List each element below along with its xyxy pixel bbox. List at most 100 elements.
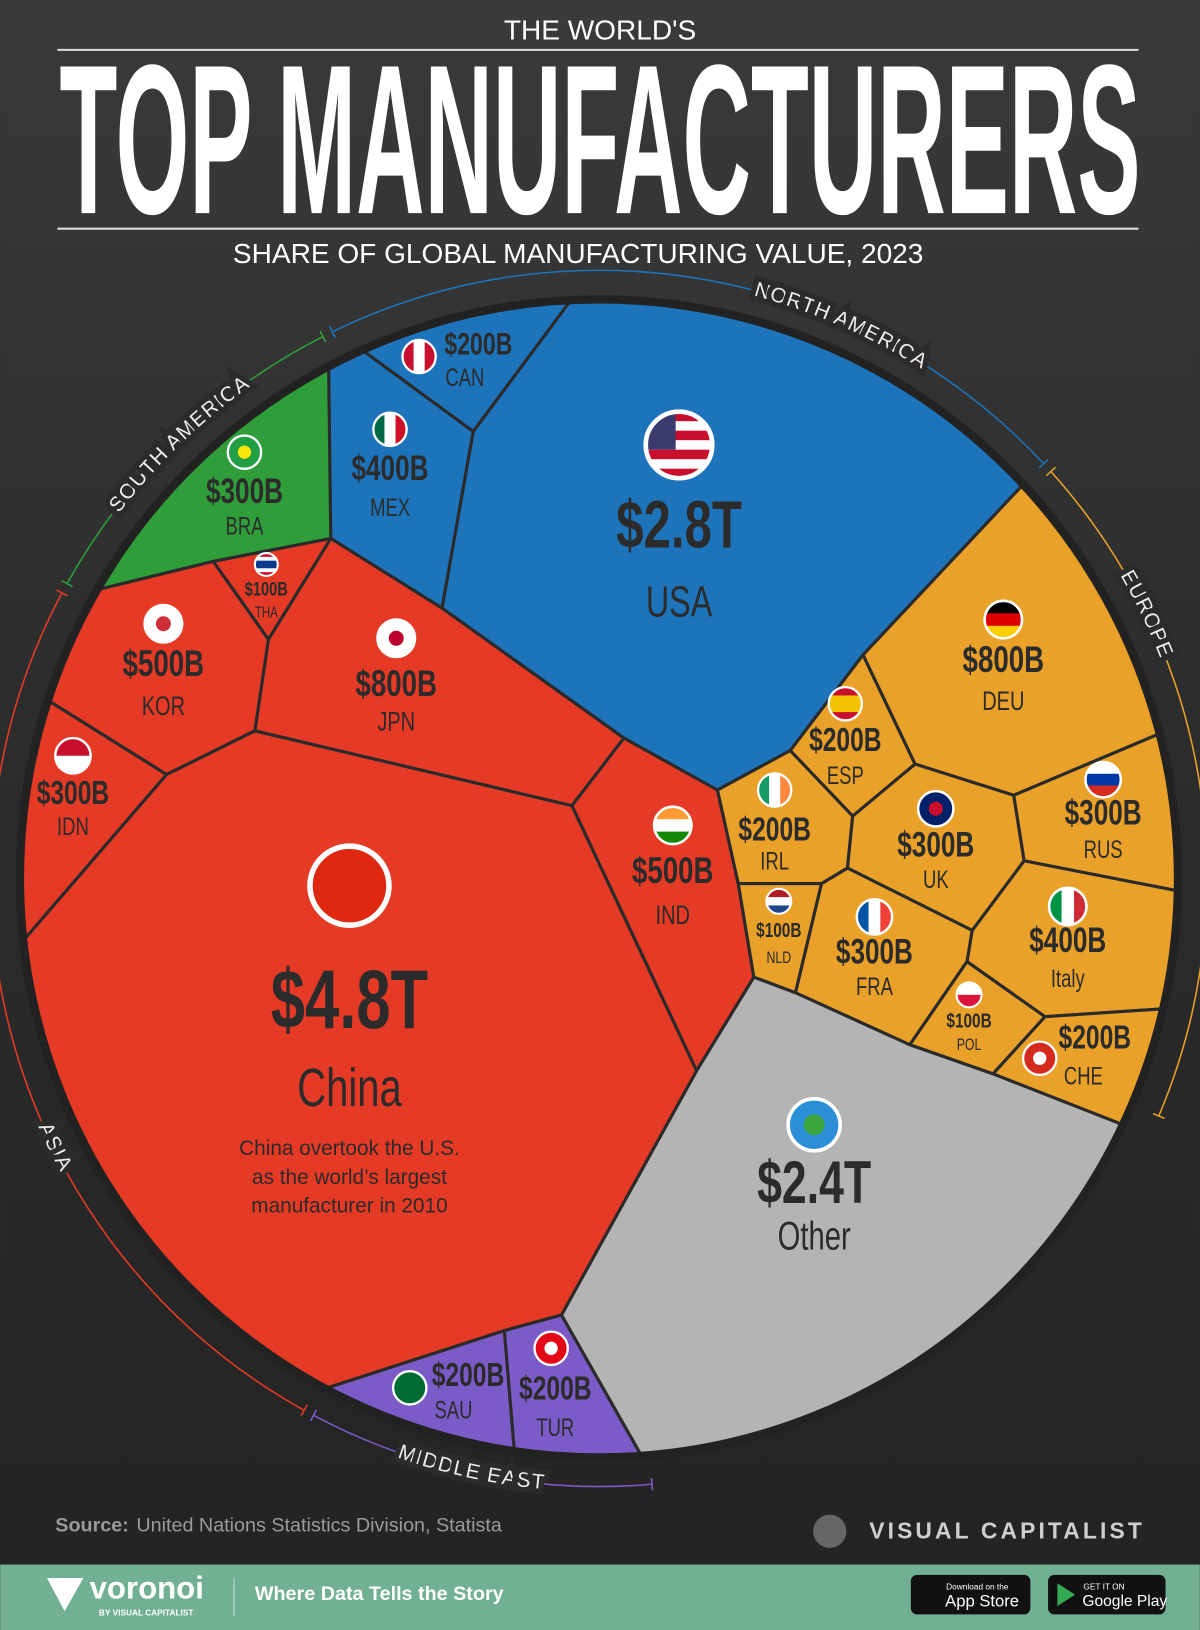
flag-stripe — [254, 572, 278, 576]
category-label: USA — [646, 578, 713, 627]
labels: $2.8TUSA$400BMEX$200BCAN$300BBRA$4.8TChi… — [37, 326, 1142, 1442]
category-label: RUS — [1084, 835, 1123, 863]
flag-border — [786, 1096, 842, 1153]
value-label: $200B — [809, 723, 882, 759]
arc-end — [309, 1409, 318, 1422]
play-small: GET IT ON — [1083, 1582, 1124, 1592]
region-arc — [313, 1414, 653, 1488]
flag-stripe — [645, 459, 713, 470]
app-name: voronoi — [90, 1571, 204, 1606]
flag-border — [253, 551, 279, 577]
cell — [211, 536, 333, 641]
category-label: UK — [923, 865, 949, 893]
flag-stripe — [254, 568, 278, 573]
annotation: manufacturer in 2010 — [251, 1194, 447, 1217]
value-label: $200B — [519, 1371, 592, 1407]
flag-stripe — [395, 412, 407, 446]
flag-border — [226, 434, 263, 470]
category-label: IND — [656, 900, 690, 931]
flag-stripe — [828, 703, 862, 713]
flag-border — [955, 981, 983, 1009]
flag-stripe — [645, 440, 713, 451]
category-label: Other — [778, 1215, 851, 1258]
arc-end — [300, 1404, 308, 1417]
flag-stripe — [1085, 773, 1121, 787]
source: United Nations Statistics Division, Stat… — [136, 1514, 502, 1536]
flag-border — [54, 736, 92, 775]
flag-border — [1084, 760, 1123, 799]
annotation: China overtook the U.S. — [239, 1137, 460, 1160]
value-label: $2.4T — [757, 1150, 871, 1217]
app-store-small: Download on the — [946, 1582, 1009, 1592]
flag-stripe — [956, 994, 982, 1008]
source-label: Source: — [55, 1514, 129, 1536]
region-arc — [0, 592, 305, 1411]
flag — [766, 888, 792, 914]
flag-border — [307, 843, 392, 928]
category-label: CHE — [1064, 1062, 1103, 1090]
cell — [559, 975, 1176, 1456]
flag — [956, 982, 982, 1008]
value-label: $300B — [836, 932, 913, 972]
flag-emblem — [237, 445, 252, 459]
value-label: $200B — [444, 326, 512, 361]
flag-stripe — [1061, 887, 1075, 926]
voronoi-logo — [46, 1578, 84, 1612]
flag-stripe — [769, 773, 781, 807]
flag-stripe — [880, 899, 893, 935]
flag-stripe — [645, 449, 713, 460]
supertitle: THE WORLD'S — [504, 15, 696, 46]
flag-stripe — [868, 899, 881, 935]
brand-icon — [813, 1514, 847, 1548]
value-label: $500B — [632, 849, 714, 891]
flag — [254, 553, 278, 576]
app-store-button[interactable] — [910, 1574, 1031, 1615]
flag-stripe — [413, 339, 426, 374]
tagline: Where Data Tells the Story — [255, 1583, 504, 1605]
flag — [402, 339, 436, 374]
arc-end — [328, 325, 336, 338]
play-icon — [1057, 1583, 1076, 1607]
flag-stripe — [828, 712, 862, 721]
flag-border — [765, 887, 793, 915]
flag — [373, 412, 407, 446]
value-label: $200B — [432, 1358, 505, 1394]
flag-border — [827, 685, 864, 722]
category-label: IRL — [760, 847, 789, 875]
flag-border — [533, 1330, 569, 1367]
value-label: $800B — [355, 662, 437, 704]
annotation: as the world’s largest — [252, 1166, 447, 1189]
category-label: TUR — [536, 1413, 574, 1441]
flag-stripe — [373, 412, 385, 446]
flag-stripe — [984, 613, 1023, 627]
flag-stripe — [254, 556, 278, 562]
flag-border — [756, 772, 793, 808]
flag-stripe — [645, 421, 713, 432]
flag-stripe — [384, 412, 397, 446]
category-label: IDN — [57, 812, 89, 840]
app-by: BY VISUAL CAPITALIST — [99, 1608, 194, 1618]
flag-stripe — [645, 468, 713, 479]
flag-border — [983, 599, 1024, 640]
flag-stripe — [402, 339, 415, 374]
value-label: $800B — [963, 638, 1045, 680]
category-label: POL — [957, 1037, 982, 1055]
category-label: SAU — [434, 1396, 472, 1424]
flag-border — [143, 603, 184, 644]
value-label: $300B — [897, 825, 974, 865]
region-arc — [1050, 470, 1200, 1117]
flag-border — [391, 1369, 428, 1406]
category-label: KOR — [142, 691, 185, 722]
flag-stripe — [254, 553, 278, 558]
category-label: ESP — [827, 761, 864, 789]
arc-end — [1045, 466, 1057, 477]
brand: VISUAL CAPITALIST — [869, 1517, 1145, 1543]
subtitle: SHARE OF GLOBAL MANUFACTURING VALUE, 202… — [233, 238, 923, 269]
cell — [502, 1313, 678, 1456]
flag — [758, 773, 792, 807]
flag-stripe — [758, 773, 770, 807]
flag-emblem — [1033, 1051, 1047, 1065]
play-button[interactable] — [1048, 1574, 1166, 1615]
category-label: MEX — [370, 493, 410, 521]
